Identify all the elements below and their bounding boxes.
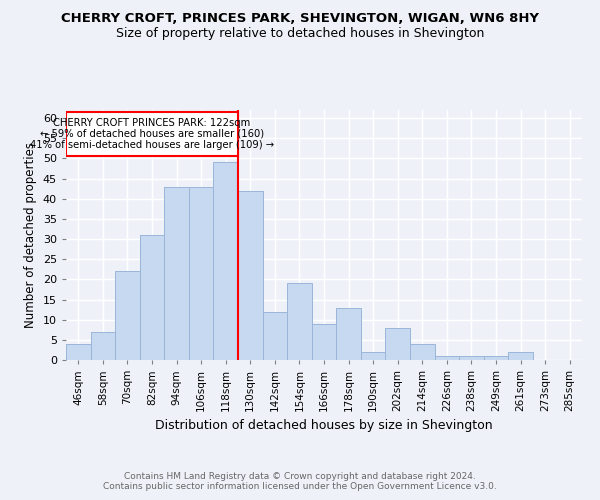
Text: ← 59% of detached houses are smaller (160): ← 59% of detached houses are smaller (16… <box>40 129 264 139</box>
Text: Contains HM Land Registry data © Crown copyright and database right 2024.: Contains HM Land Registry data © Crown c… <box>124 472 476 481</box>
Bar <box>361 352 385 360</box>
Bar <box>263 312 287 360</box>
Text: Size of property relative to detached houses in Shevington: Size of property relative to detached ho… <box>116 28 484 40</box>
Bar <box>410 344 434 360</box>
Bar <box>287 284 312 360</box>
Bar <box>238 190 263 360</box>
Bar <box>66 112 238 156</box>
Bar <box>164 186 189 360</box>
Bar <box>385 328 410 360</box>
Bar <box>140 235 164 360</box>
Bar <box>508 352 533 360</box>
Bar <box>312 324 336 360</box>
Bar <box>115 272 140 360</box>
Bar <box>66 344 91 360</box>
X-axis label: Distribution of detached houses by size in Shevington: Distribution of detached houses by size … <box>155 420 493 432</box>
Bar <box>459 356 484 360</box>
Bar <box>484 356 508 360</box>
Bar <box>214 162 238 360</box>
Bar <box>434 356 459 360</box>
Text: Contains public sector information licensed under the Open Government Licence v3: Contains public sector information licen… <box>103 482 497 491</box>
Bar <box>91 332 115 360</box>
Text: 41% of semi-detached houses are larger (109) →: 41% of semi-detached houses are larger (… <box>29 140 274 150</box>
Y-axis label: Number of detached properties: Number of detached properties <box>24 142 37 328</box>
Text: CHERRY CROFT, PRINCES PARK, SHEVINGTON, WIGAN, WN6 8HY: CHERRY CROFT, PRINCES PARK, SHEVINGTON, … <box>61 12 539 26</box>
Text: CHERRY CROFT PRINCES PARK: 122sqm: CHERRY CROFT PRINCES PARK: 122sqm <box>53 118 250 128</box>
Bar <box>189 186 214 360</box>
Bar <box>336 308 361 360</box>
